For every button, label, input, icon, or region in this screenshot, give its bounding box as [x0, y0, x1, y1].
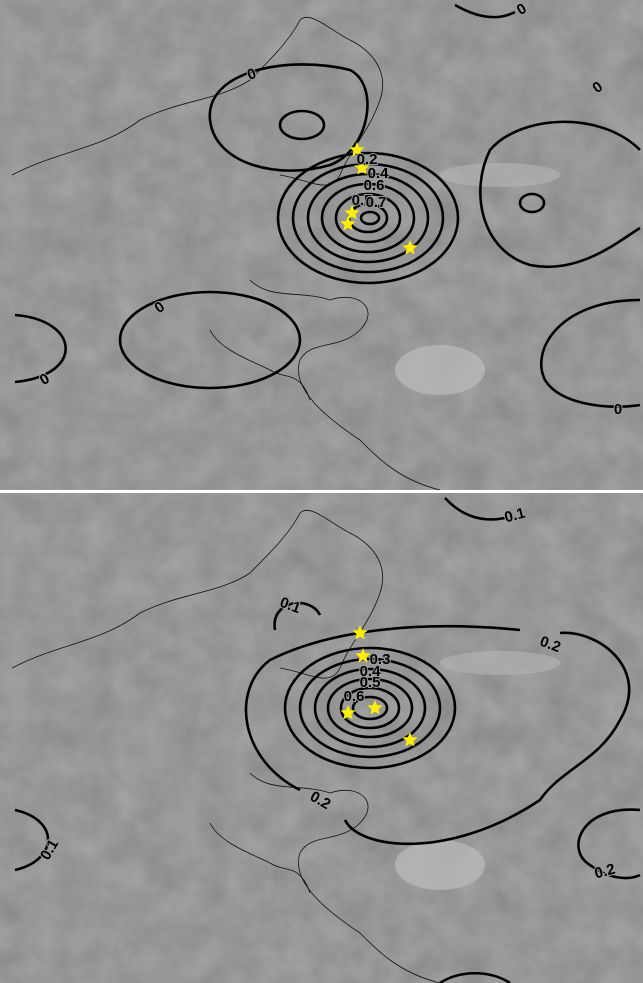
contour-label: 0.6 [344, 688, 365, 705]
terrain-highlight [440, 651, 560, 675]
contour-label: 0 [614, 401, 622, 418]
terrain-highlight [395, 840, 485, 890]
terrain-highlight [440, 163, 560, 187]
map-panel: 0.10.10.20.30.40.50.60.20.10.2 [0, 493, 643, 983]
terrain-highlight [395, 345, 485, 395]
page: 0000.20.40.60.50.7000 0.10.10.20.30.40.5… [0, 0, 643, 983]
contour-label: 0.7 [366, 194, 387, 211]
terrain-texture [0, 493, 643, 983]
